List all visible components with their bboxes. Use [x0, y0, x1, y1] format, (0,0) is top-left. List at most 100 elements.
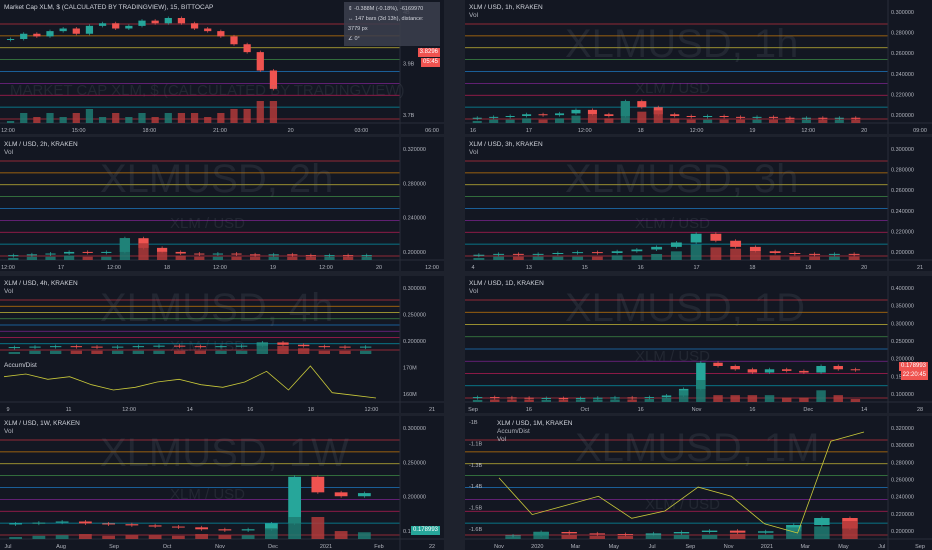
- volume-bar: [125, 117, 133, 123]
- chart-panel-1w[interactable]: 0.3000000.2500000.2000000.150000JulAugSe…: [0, 416, 444, 550]
- candle-body: [194, 346, 207, 348]
- chart-panel-3h[interactable]: 0.300000 0.280000 0.260000 0.240000 0.220000…: [465, 137, 932, 271]
- volume-bar: [256, 343, 269, 354]
- x-tick-label: 16: [638, 407, 644, 413]
- candle-body: [736, 116, 746, 118]
- x-tick-label: 16: [638, 265, 644, 271]
- candle-body: [153, 345, 165, 347]
- volume-bar: [153, 350, 165, 354]
- watermark: XLMUSD, 2h: [100, 157, 334, 201]
- volume-bar: [505, 537, 521, 539]
- candle-body: [287, 254, 298, 256]
- chart-panel-1m[interactable]: 0.320000 0.300000 0.280000 0.260000 0.240000…: [465, 416, 932, 550]
- candle-body: [719, 116, 729, 117]
- chart-canvas[interactable]: 0.300000 0.280000 0.260000 0.240000 0.220000…: [465, 137, 932, 271]
- chart-canvas[interactable]: 0.320000 0.280000 0.240000 0.200000 12:00 17 1…: [0, 137, 444, 271]
- candle-body: [177, 18, 186, 24]
- volume-bar: [781, 397, 792, 402]
- y-tick-label: 0.350000: [891, 304, 914, 310]
- volume-bar: [241, 535, 255, 539]
- candle-body: [627, 397, 637, 399]
- chart-panel-1d[interactable]: 0.400000 0.350000 0.300000 0.250000 0.200000…: [465, 276, 932, 413]
- x-tick-label: 19: [749, 128, 755, 134]
- candle-body: [611, 251, 623, 253]
- chart-title: XLM / USD, 1D, KRAKEN: [469, 280, 544, 287]
- volume-bar: [49, 350, 62, 354]
- volume-bar: [6, 121, 15, 123]
- volume-bar: [686, 119, 696, 123]
- chart-panel-market-cap[interactable]: 4B3.9B3.7B12:0015:0018:0021:002003:0006:…: [0, 0, 444, 134]
- y-tick-label: 0.200000: [891, 250, 914, 256]
- volume-bar: [125, 535, 139, 539]
- chart-panel-2h[interactable]: 0.320000 0.280000 0.240000 0.200000 12:00 17 1…: [0, 137, 444, 271]
- y-tick-label: 0.250000: [891, 339, 914, 345]
- volume-bar: [8, 258, 19, 260]
- candle-body: [46, 31, 54, 37]
- chart-title: XLM / USD, 4h, KRAKEN: [4, 280, 78, 287]
- chart-canvas[interactable]: 0.300000 0.280000 0.260000 0.240000 0.220000…: [465, 0, 932, 134]
- volume-bar: [719, 119, 729, 123]
- volume-bar: [670, 118, 680, 123]
- candle-body: [768, 116, 779, 118]
- measure-bars-row: ↔ 147 bars (3d 13h), distance: 3779 px: [348, 14, 436, 34]
- candle-body: [690, 233, 702, 243]
- volume-bar: [575, 399, 586, 402]
- candle-body: [617, 534, 634, 536]
- candle-body: [505, 116, 515, 117]
- price-tag: 3.8296: [417, 48, 440, 57]
- candle-body: [730, 366, 740, 370]
- chart-header: Market Cap XLM, $ (CALCULATED BY TRADING…: [4, 4, 213, 12]
- volume-bar: [215, 350, 227, 354]
- candle-body: [561, 532, 577, 534]
- x-tick-label: 14: [861, 407, 867, 413]
- x-tick-label: 4: [471, 265, 474, 271]
- candle-body: [631, 249, 643, 252]
- chart-canvas[interactable]: 0.300000 0.250000 0.200000 170M 160M 9 11 12:00…: [0, 276, 444, 413]
- y-tick-label: 0.200000: [403, 495, 426, 501]
- volume-bar: [318, 350, 331, 354]
- volume-bar: [799, 397, 809, 402]
- volume-bar: [72, 113, 80, 123]
- candle-body: [173, 345, 186, 347]
- candle-body: [195, 527, 209, 530]
- x-tick-label: Jul: [4, 544, 11, 550]
- candle-body: [752, 116, 762, 118]
- volume-bar: [611, 255, 623, 260]
- candle-body: [82, 251, 93, 253]
- time-tag: 22:20:45: [900, 371, 928, 380]
- y-tick-label: 0.240000: [891, 209, 914, 215]
- volume-bar: [842, 521, 858, 539]
- volume-bar: [472, 121, 482, 123]
- candle-body: [490, 397, 500, 399]
- candle-body: [472, 397, 483, 399]
- candle-body: [661, 395, 672, 398]
- candle-body: [541, 398, 552, 400]
- candle-body: [269, 70, 278, 89]
- volume-bar: [8, 352, 21, 354]
- y-tick-label: 0.240000: [891, 495, 914, 501]
- volume-bar: [816, 390, 826, 402]
- candle-body: [850, 369, 861, 371]
- chart-canvas[interactable]: 0.320000 0.300000 0.280000 0.260000 0.240000…: [465, 416, 932, 550]
- candle-body: [558, 398, 569, 400]
- chart-panel-1h[interactable]: 0.300000 0.280000 0.260000 0.240000 0.220000…: [465, 0, 932, 134]
- y-tick-label: 0.200000: [403, 339, 426, 345]
- sub-watermark: XLM / USD: [635, 215, 711, 232]
- x-tick-label: May: [609, 544, 620, 550]
- volume-bar: [175, 255, 186, 260]
- volume-bar: [747, 395, 758, 402]
- candle-body: [63, 251, 75, 254]
- volume-label: Vol: [4, 428, 14, 435]
- candle-body: [91, 346, 103, 348]
- volume-bar: [554, 118, 565, 123]
- x-tick-label: Nov: [494, 544, 504, 550]
- candle-body: [591, 252, 603, 254]
- candle-body: [730, 240, 742, 247]
- volume-bar: [82, 256, 93, 260]
- chart-panel-4h[interactable]: 0.300000 0.250000 0.200000 170M 160M 9 11 12:00…: [0, 276, 444, 413]
- candle-body: [256, 52, 264, 71]
- x-tick-label: 12:00: [319, 265, 333, 271]
- left-y-tick-label: -1B: [469, 420, 478, 426]
- x-tick-label: Dec: [268, 544, 278, 550]
- volume-bar: [593, 399, 603, 402]
